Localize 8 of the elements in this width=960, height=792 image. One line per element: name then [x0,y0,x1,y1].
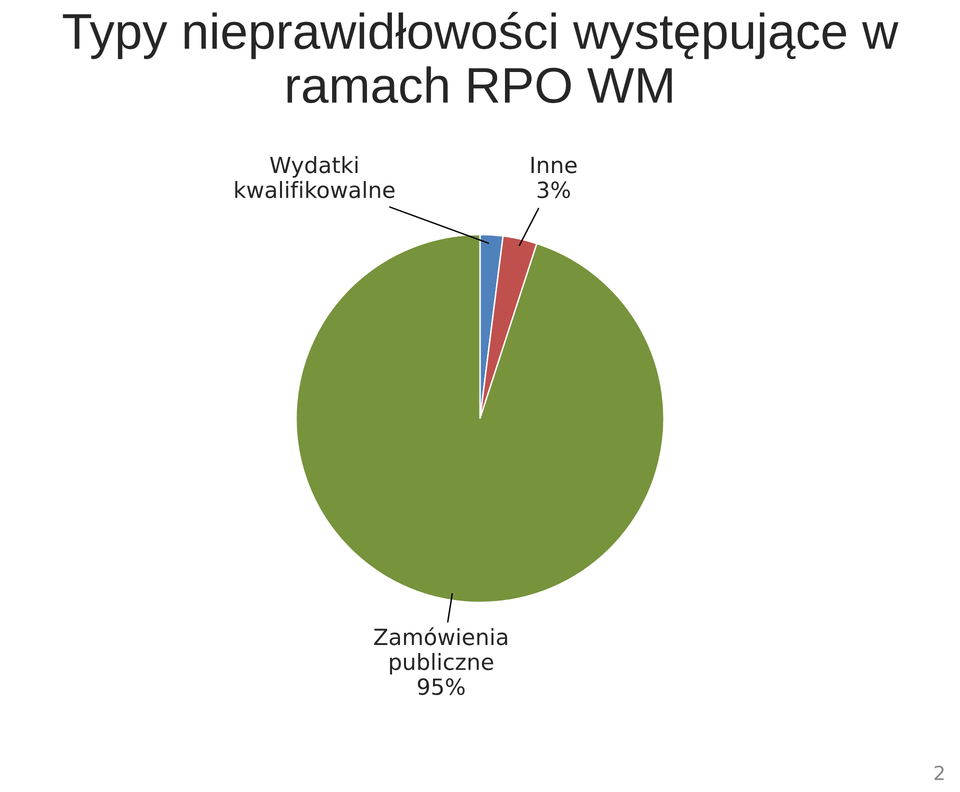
slice-label: Inne [532,156,577,174]
slice-label: Wydatki kwalifikowalne [235,156,394,198]
text: 2 [934,766,944,780]
data-label: 3% [538,181,570,198]
chart-title: Typy nieprawidłowości występujące w ramach RPO WM [62,12,898,104]
slice-label: Zamówienia publiczne [374,627,508,675]
pie-slice [295,234,665,604]
data-label: 95% [418,678,465,696]
